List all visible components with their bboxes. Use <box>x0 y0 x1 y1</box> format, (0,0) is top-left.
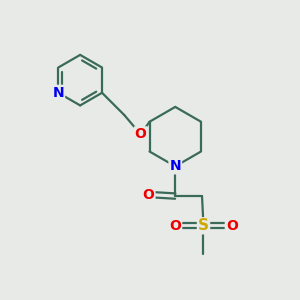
Text: O: O <box>169 219 181 233</box>
Text: N: N <box>169 159 181 173</box>
Text: O: O <box>135 128 147 141</box>
Text: O: O <box>226 219 238 233</box>
Text: N: N <box>52 86 64 100</box>
Text: O: O <box>142 188 154 202</box>
Text: S: S <box>198 218 209 233</box>
